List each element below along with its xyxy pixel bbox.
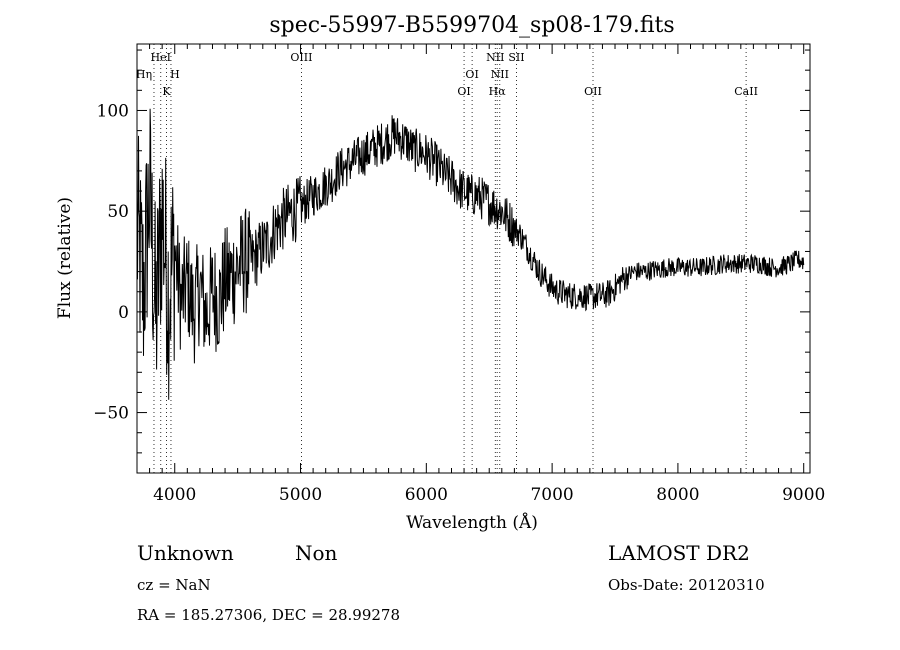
x-tick-label: 7000: [530, 485, 573, 505]
coords-label: RA = 185.27306, DEC = 28.99278: [137, 606, 400, 624]
y-tick-label: −50: [93, 404, 129, 424]
spectral-line-label: OIII: [290, 51, 312, 64]
chart-title: spec-55997-B5599704_sp08-179.fits: [269, 13, 674, 38]
x-tick-label: 4000: [153, 485, 196, 505]
class-label: Unknown: [137, 541, 234, 565]
x-tick-label: 5000: [279, 485, 322, 505]
spectral-line-markers: Hη HeI HK OIII OI OI NII Hα NII SII OII CaII: [136, 44, 758, 473]
obs-date-label: Obs-Date: 20120310: [608, 576, 765, 594]
y-axis-title: Flux (relative): [55, 197, 75, 319]
spectral-line-label: K: [162, 85, 171, 98]
spectral-line-label: CaII: [734, 85, 758, 98]
spectral-line-label: OI: [457, 85, 470, 98]
spectral-line-label: H: [170, 68, 180, 81]
redshift-label: cz = NaN: [137, 576, 211, 594]
x-tick-label: 8000: [656, 485, 699, 505]
survey-label: LAMOST DR2: [608, 541, 750, 565]
plot-frame: [136, 43, 811, 474]
spectral-line-label: HeI: [151, 51, 171, 64]
spectral-line-label: OII: [584, 85, 602, 98]
spectral-line-label: NII: [491, 68, 509, 81]
x-tick-label: 9000: [782, 485, 825, 505]
spectral-line-label: OI: [465, 68, 478, 81]
x-tick-label: 6000: [405, 485, 448, 505]
x-axis-ticks: 4000 5000 6000 7000 8000 9000: [136, 44, 825, 505]
spectral-line-label: NII: [486, 51, 504, 64]
spectral-line-label: Hη: [136, 68, 152, 81]
spectral-line-label: SII: [508, 51, 524, 64]
y-tick-label: 100: [97, 101, 129, 121]
subclass-label: Non: [295, 541, 338, 565]
y-axis-ticks: −50 0 50 100: [93, 49, 810, 474]
x-axis-title: Wavelength (Å): [406, 512, 538, 533]
spectral-line-label: Hα: [489, 85, 507, 98]
y-tick-label: 0: [118, 303, 129, 323]
spectrum-series-line: [136, 108, 805, 400]
y-tick-label: 50: [107, 202, 129, 222]
